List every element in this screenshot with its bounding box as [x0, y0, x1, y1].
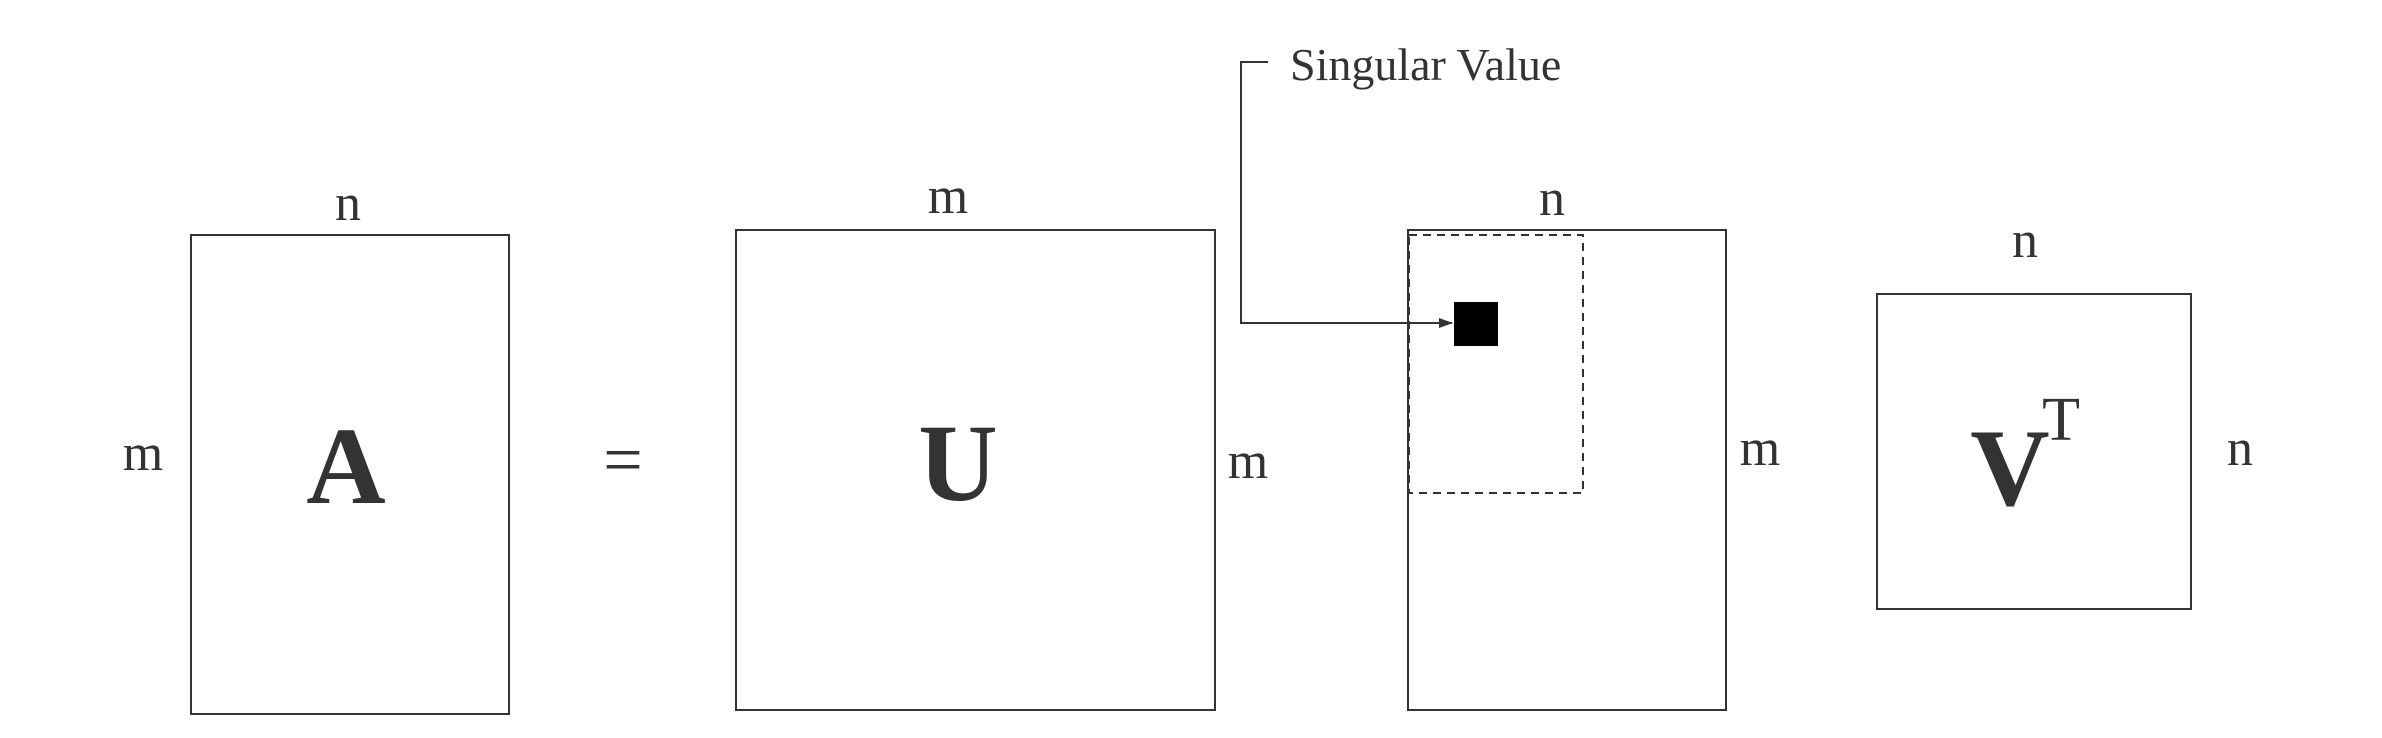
- callout-label: Singular Value: [1290, 39, 1561, 90]
- singular-value-square: [1454, 302, 1498, 346]
- matrix-u-side-label: m: [1228, 433, 1268, 490]
- matrix-sigma-top-label: n: [1539, 170, 1565, 227]
- equals-sign: =: [603, 422, 642, 499]
- matrix-vt: n n V T: [1876, 212, 2253, 610]
- callout-leader-line: [1240, 61, 1453, 328]
- sigma-diagonal-block: [1408, 234, 1584, 494]
- matrix-u-symbol: U: [918, 402, 997, 524]
- matrix-a-box: [190, 234, 510, 715]
- matrix-a-side-label: m: [123, 425, 163, 482]
- matrix-sigma-side-label: m: [1740, 420, 1780, 477]
- matrix-vt-symbol: V: [1970, 407, 2049, 529]
- matrix-vt-top-label: n: [2012, 212, 2038, 269]
- matrix-u-top-label: m: [928, 168, 968, 225]
- matrix-sigma: n m: [1407, 170, 1780, 711]
- singular-value-callout: Singular Value: [1240, 39, 1561, 328]
- matrix-a-top-label: n: [335, 175, 361, 232]
- matrix-u-box: [735, 229, 1216, 711]
- matrix-vt-box: [1876, 293, 2192, 610]
- matrix-vt-superscript: T: [2042, 386, 2080, 454]
- matrix-a: n m A: [123, 175, 510, 715]
- matrix-a-symbol: A: [306, 405, 385, 527]
- matrix-u: m m U: [735, 168, 1268, 711]
- matrix-vt-side-label: n: [2227, 420, 2253, 477]
